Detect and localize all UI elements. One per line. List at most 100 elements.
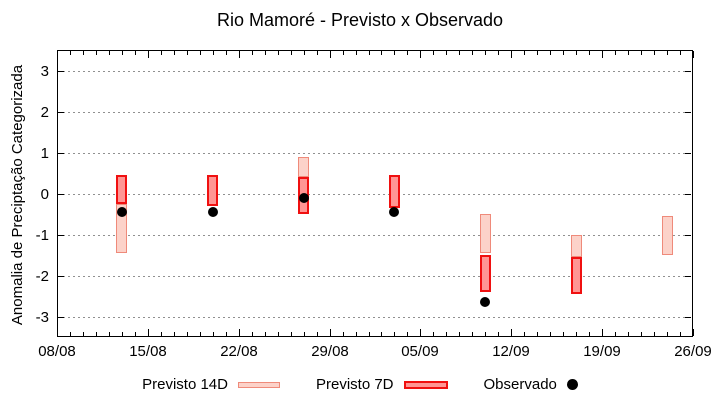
x-tick xyxy=(628,51,629,55)
x-tick xyxy=(161,51,162,55)
x-tick xyxy=(524,51,525,55)
x-tick xyxy=(680,51,681,55)
x-tick xyxy=(654,51,655,55)
bar-previsto-14d xyxy=(116,203,128,253)
x-tick-label: 05/09 xyxy=(401,343,439,360)
x-tick xyxy=(109,51,110,55)
x-tick xyxy=(174,51,175,55)
observed-dot xyxy=(389,206,400,217)
x-tick xyxy=(615,332,616,336)
legend-item-previsto-14d: Previsto 14D xyxy=(142,376,280,393)
y-tick xyxy=(58,235,64,236)
x-tick xyxy=(693,329,694,336)
x-tick xyxy=(680,332,681,336)
x-tick-label: 12/09 xyxy=(492,343,530,360)
legend-swatch-observado-icon xyxy=(566,379,578,390)
x-tick xyxy=(576,51,577,55)
x-tick xyxy=(174,332,175,336)
x-tick xyxy=(200,51,201,55)
y-tick xyxy=(685,71,691,72)
bar-previsto-14d xyxy=(298,156,310,178)
x-tick-label: 19/09 xyxy=(583,343,621,360)
y-tick xyxy=(685,194,691,195)
x-tick xyxy=(394,51,395,55)
x-tick xyxy=(148,329,149,336)
bar-previsto-7d xyxy=(479,255,491,292)
x-tick xyxy=(511,329,512,336)
observed-dot xyxy=(298,192,309,203)
x-tick xyxy=(602,329,603,336)
observed-dot xyxy=(480,297,491,308)
x-tick xyxy=(589,51,590,55)
x-tick xyxy=(252,51,253,55)
bar-previsto-14d xyxy=(570,234,582,258)
x-tick xyxy=(252,332,253,336)
bar-previsto-14d xyxy=(479,214,491,253)
x-tick xyxy=(498,332,499,336)
y-tick xyxy=(58,276,64,277)
x-tick xyxy=(135,51,136,55)
x-tick xyxy=(693,51,694,58)
x-tick xyxy=(356,51,357,55)
x-tick xyxy=(96,51,97,55)
x-tick xyxy=(304,51,305,55)
bar-previsto-7d xyxy=(207,175,219,206)
grid-line xyxy=(58,71,692,72)
legend: Previsto 14D Previsto 7D Observado xyxy=(0,376,720,393)
x-tick xyxy=(200,332,201,336)
x-tick xyxy=(70,332,71,336)
bar-previsto-14d xyxy=(661,216,673,255)
bar-previsto-7d xyxy=(570,257,582,294)
y-tick-label: 3 xyxy=(40,63,49,80)
y-tick xyxy=(58,317,64,318)
x-tick xyxy=(485,332,486,336)
y-tick xyxy=(58,153,64,154)
x-tick xyxy=(343,51,344,55)
x-tick-label: 29/08 xyxy=(311,343,349,360)
x-tick xyxy=(343,332,344,336)
x-tick xyxy=(446,332,447,336)
x-tick xyxy=(381,51,382,55)
legend-item-previsto-7d: Previsto 7D xyxy=(316,376,448,393)
x-tick xyxy=(550,332,551,336)
x-tick xyxy=(550,51,551,55)
x-tick xyxy=(57,51,58,58)
grid-line xyxy=(58,153,692,154)
x-tick xyxy=(291,51,292,55)
x-tick xyxy=(524,332,525,336)
x-tick xyxy=(265,332,266,336)
x-tick xyxy=(304,332,305,336)
legend-label-previsto-7d: Previsto 7D xyxy=(315,376,394,393)
x-tick xyxy=(420,51,421,58)
x-tick xyxy=(667,332,668,336)
x-tick xyxy=(628,332,629,336)
x-tick xyxy=(369,51,370,55)
bar-previsto-7d xyxy=(388,175,400,208)
x-tick xyxy=(330,51,331,58)
x-tick xyxy=(576,332,577,336)
grid-line xyxy=(58,112,692,113)
x-tick xyxy=(641,51,642,55)
x-tick xyxy=(213,332,214,336)
x-tick xyxy=(511,51,512,58)
x-tick xyxy=(369,332,370,336)
bar-previsto-7d xyxy=(116,175,128,204)
y-tick-label: -1 xyxy=(35,227,49,244)
chart-title: Rio Mamoré - Previsto x Observado xyxy=(216,10,504,30)
observed-dot xyxy=(207,206,218,217)
x-tick xyxy=(602,51,603,58)
x-tick-label: 22/08 xyxy=(220,343,258,360)
x-tick xyxy=(317,332,318,336)
x-tick xyxy=(239,329,240,336)
x-tick xyxy=(213,51,214,55)
y-tick xyxy=(685,112,691,113)
y-tick-label: 1 xyxy=(40,145,49,162)
x-tick xyxy=(420,329,421,336)
x-tick xyxy=(446,51,447,55)
x-tick xyxy=(472,51,473,55)
x-tick xyxy=(187,51,188,55)
x-tick xyxy=(472,332,473,336)
x-tick xyxy=(563,51,564,55)
x-tick xyxy=(485,51,486,55)
